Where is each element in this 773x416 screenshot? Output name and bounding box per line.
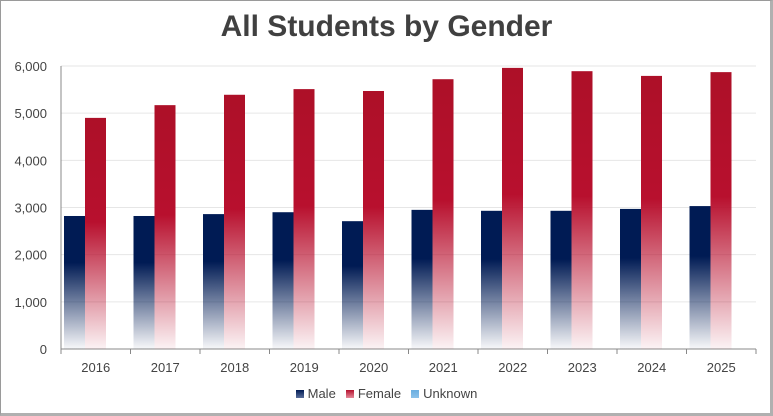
bar-female-2019	[293, 89, 315, 349]
bar-male-2021	[411, 209, 433, 349]
legend-swatch	[295, 390, 304, 398]
legend-item-female: Female	[345, 386, 402, 401]
y-tick-label: 6,000	[14, 59, 47, 74]
x-tick-label: 2021	[429, 360, 458, 375]
y-tick-label: 4,000	[14, 153, 47, 168]
bar-female-2018	[224, 94, 245, 349]
x-tick-label: 2016	[81, 360, 110, 375]
legend-item-male: Male	[295, 386, 336, 401]
bar-male-2024	[620, 208, 641, 349]
bar-female-2024	[641, 75, 662, 349]
y-tick-label: 2,000	[14, 248, 47, 263]
legend-label: Unknown	[423, 386, 478, 401]
y-tick-label: 5,000	[14, 106, 47, 121]
x-tick-label: 2024	[637, 360, 666, 375]
legend: Male Female Unknown	[0, 386, 773, 401]
legend-label: Male	[307, 386, 336, 401]
y-tick-label: 3,000	[14, 201, 47, 216]
bar-male-2018	[203, 214, 224, 349]
legend-swatch	[345, 390, 354, 398]
x-tick-label: 2018	[220, 360, 249, 375]
bar-female-2021	[432, 79, 454, 349]
bar-male-2023	[550, 210, 572, 349]
bar-male-2017	[133, 215, 155, 349]
x-tick-label: 2023	[568, 360, 597, 375]
bar-male-2022	[481, 210, 502, 349]
x-tick-label: 2017	[151, 360, 180, 375]
bar-male-2019	[272, 212, 294, 349]
y-tick-label: 1,000	[14, 295, 47, 310]
legend-swatch	[411, 390, 420, 398]
bar-female-2023	[571, 71, 593, 350]
bar-female-2017	[154, 105, 176, 349]
legend-item-unknown: Unknown	[411, 386, 477, 401]
bar-female-2022	[502, 67, 523, 350]
bar-female-2025	[710, 72, 732, 350]
chart-title: All Students by Gender	[220, 10, 553, 43]
x-tick-label: 2022	[498, 360, 527, 375]
bar-male-2016	[64, 215, 85, 349]
x-tick-label: 2019	[290, 360, 319, 375]
bar-male-2020	[342, 221, 363, 349]
legend-label: Female	[357, 386, 402, 401]
x-tick-label: 2020	[359, 360, 388, 375]
bar-male-2025	[689, 206, 711, 349]
bar-female-2020	[363, 90, 384, 349]
bar-female-2016	[85, 117, 106, 349]
x-tick-label: 2025	[707, 360, 736, 375]
y-tick-label: 0	[40, 342, 47, 357]
